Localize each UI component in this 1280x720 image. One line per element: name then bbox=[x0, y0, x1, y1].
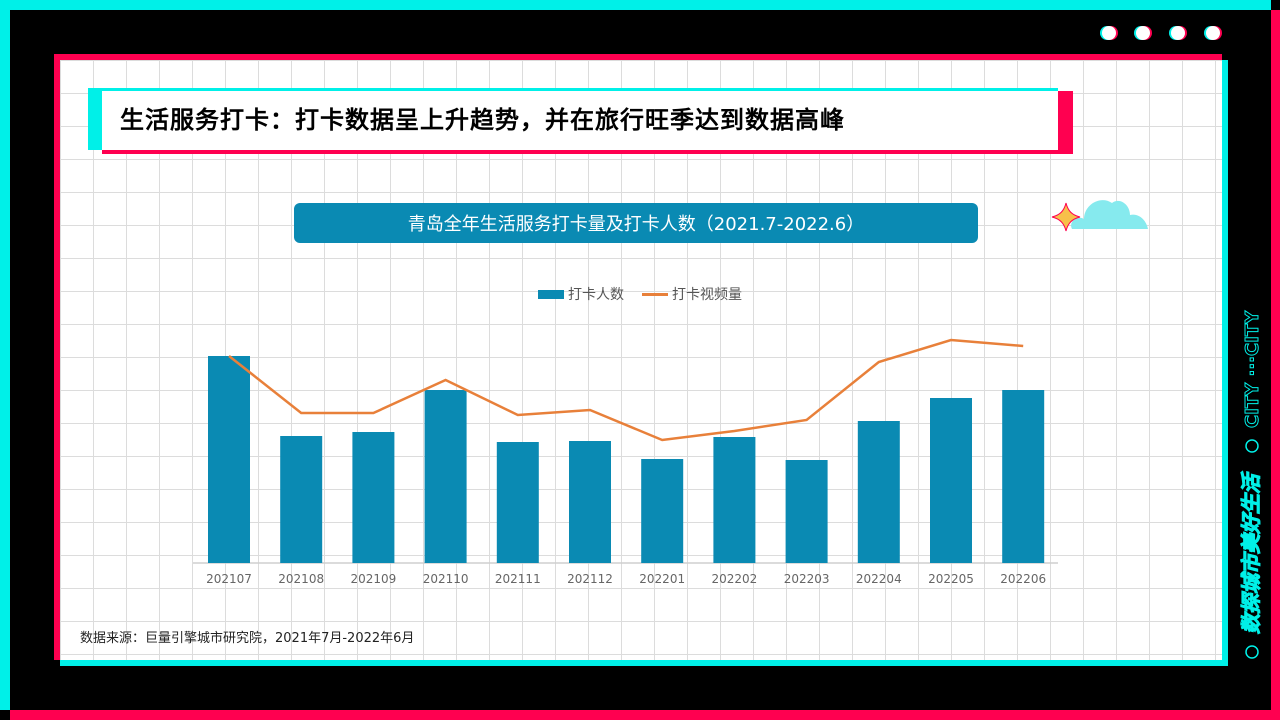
legend-label: 打卡人数 bbox=[568, 287, 624, 303]
x-tick-label: 202205 bbox=[928, 572, 974, 586]
grid-panel bbox=[60, 60, 1222, 660]
page-title: 生活服务打卡：打卡数据呈上升趋势，并在旅行旺季达到数据高峰 bbox=[120, 106, 845, 134]
chart-title: 青岛全年生活服务打卡量及打卡人数（2021.7-2022.6） bbox=[294, 203, 978, 243]
x-tick-label: 202204 bbox=[856, 572, 902, 586]
bar bbox=[208, 356, 250, 563]
window-dot bbox=[1102, 26, 1116, 40]
bar bbox=[496, 442, 539, 563]
x-tick-label: 202203 bbox=[784, 572, 830, 586]
bar bbox=[280, 436, 323, 563]
window-dot bbox=[1136, 26, 1150, 40]
x-tick-label: 202202 bbox=[711, 572, 757, 586]
bar bbox=[785, 460, 828, 563]
side-slogan: 数探城市美好生活 CITY ···CITY bbox=[1239, 309, 1264, 659]
x-tick-label: 202112 bbox=[567, 572, 613, 586]
frame-top-cyan bbox=[0, 0, 1271, 10]
bar bbox=[424, 390, 467, 563]
search-icon bbox=[1245, 439, 1259, 453]
window-dot bbox=[1171, 26, 1185, 40]
bar bbox=[857, 421, 900, 563]
x-tick-label: 202201 bbox=[639, 572, 685, 586]
window-dot bbox=[1206, 26, 1220, 40]
x-tick-label: 202111 bbox=[495, 572, 541, 586]
legend-item-bar: 打卡人数 bbox=[538, 284, 624, 304]
x-tick-label: 202110 bbox=[423, 572, 469, 586]
frame-bottom-red bbox=[10, 710, 1280, 720]
city-text: CITY ···CITY bbox=[1242, 310, 1263, 428]
data-source: 数据来源：巨量引擎城市研究院，2021年7月-2022年6月 bbox=[80, 631, 415, 646]
bar bbox=[352, 432, 395, 563]
bar bbox=[1002, 390, 1045, 563]
bar bbox=[641, 459, 684, 563]
chart-legend: 打卡人数 打卡视频量 bbox=[0, 284, 1280, 304]
frame-left-cyan bbox=[0, 0, 10, 710]
legend-swatch-line bbox=[642, 292, 668, 296]
legend-swatch-bar bbox=[538, 289, 564, 299]
x-tick-label: 202206 bbox=[1000, 572, 1046, 586]
title-box bbox=[102, 91, 1058, 150]
cloud-icon bbox=[1051, 200, 1148, 232]
bar bbox=[930, 398, 972, 563]
x-tick-label: 202108 bbox=[278, 572, 324, 586]
bar bbox=[713, 437, 756, 563]
series-line bbox=[228, 338, 1024, 442]
legend-item-line: 打卡视频量 bbox=[642, 284, 742, 304]
bar bbox=[569, 441, 611, 563]
frame-right-red bbox=[1271, 10, 1280, 720]
legend-label: 打卡视频量 bbox=[672, 287, 742, 303]
x-tick-label: 202109 bbox=[350, 572, 396, 586]
slogan-text: 数探城市美好生活 bbox=[1239, 471, 1263, 634]
x-tick-label: 202107 bbox=[206, 572, 252, 586]
search-icon bbox=[1245, 645, 1259, 659]
